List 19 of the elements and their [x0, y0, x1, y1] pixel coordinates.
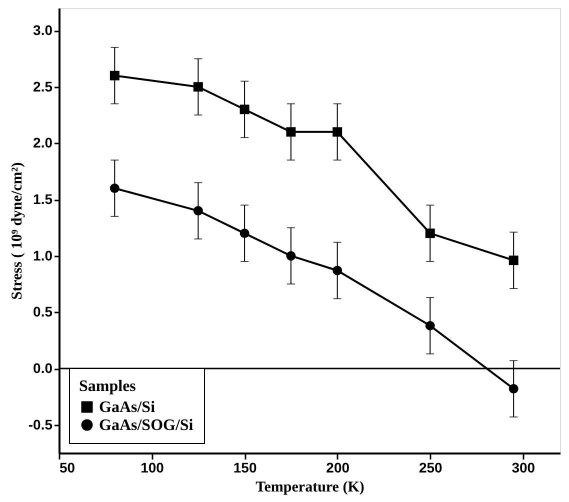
- legend-label: GaAs/Si: [99, 399, 156, 416]
- y-tick-label: 0.0: [33, 360, 53, 376]
- y-tick-label: 1.5: [33, 191, 53, 208]
- y-tick-label: 3.0: [33, 22, 53, 38]
- legend-label: GaAs/SOG/Si: [99, 417, 194, 434]
- y-tick-label: 2.0: [33, 134, 53, 151]
- x-tick-label: 250: [418, 460, 443, 476]
- y-tick-label: 0.5: [33, 304, 53, 320]
- y-axis-title: Stress ( 10⁹ dyne/cm²): [9, 162, 26, 300]
- y-tick-label: 2.5: [33, 78, 53, 94]
- x-tick-label: 50: [60, 460, 76, 476]
- x-tick-label: 100: [140, 460, 164, 476]
- legend-title: Samples: [79, 378, 136, 395]
- y-tick-label: -0.5: [28, 416, 53, 432]
- y-tick-label: 1.0: [33, 247, 53, 264]
- x-tick-label: 200: [326, 460, 350, 476]
- x-axis-title: Temperature (K): [256, 480, 364, 496]
- x-tick-label: 300: [512, 460, 536, 476]
- x-tick-label: 150: [233, 460, 257, 476]
